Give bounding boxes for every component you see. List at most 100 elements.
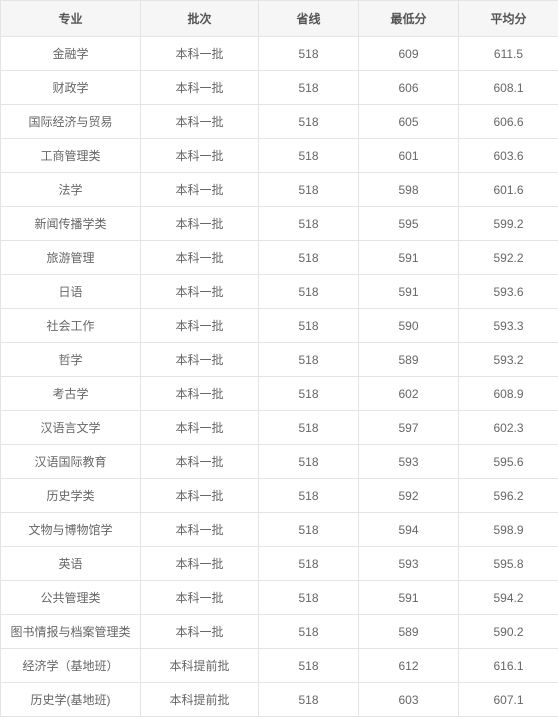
table-cell: 法学 — [1, 173, 141, 207]
table-cell: 591 — [359, 241, 459, 275]
table-cell: 616.1 — [459, 649, 558, 683]
table-cell: 本科一批 — [141, 275, 259, 309]
table-cell: 本科一批 — [141, 547, 259, 581]
table-cell: 本科一批 — [141, 615, 259, 649]
table-cell: 社会工作 — [1, 309, 141, 343]
table-cell: 593 — [359, 547, 459, 581]
table-cell: 旅游管理 — [1, 241, 141, 275]
table-row: 汉语言文学本科一批518597602.3 — [1, 411, 558, 445]
table-cell: 603 — [359, 683, 459, 717]
table-cell: 597 — [359, 411, 459, 445]
table-cell: 本科一批 — [141, 105, 259, 139]
table-cell: 602.3 — [459, 411, 558, 445]
table-row: 经济学（基地班）本科提前批518612616.1 — [1, 649, 558, 683]
table-cell: 本科一批 — [141, 445, 259, 479]
table-cell: 612 — [359, 649, 459, 683]
table-cell: 518 — [259, 275, 359, 309]
table-cell: 本科一批 — [141, 377, 259, 411]
table-row: 汉语国际教育本科一批518593595.6 — [1, 445, 558, 479]
table-cell: 日语 — [1, 275, 141, 309]
table-cell: 601.6 — [459, 173, 558, 207]
table-cell: 611.5 — [459, 37, 558, 71]
table-cell: 590.2 — [459, 615, 558, 649]
table-cell: 518 — [259, 513, 359, 547]
table-cell: 518 — [259, 479, 359, 513]
table-cell: 本科提前批 — [141, 683, 259, 717]
table-cell: 新闻传播学类 — [1, 207, 141, 241]
table-cell: 财政学 — [1, 71, 141, 105]
table-cell: 本科一批 — [141, 241, 259, 275]
table-cell: 593.6 — [459, 275, 558, 309]
table-cell: 518 — [259, 71, 359, 105]
table-cell: 518 — [259, 37, 359, 71]
table-row: 历史学(基地班)本科提前批518603607.1 — [1, 683, 558, 717]
table-cell: 518 — [259, 615, 359, 649]
table-row: 社会工作本科一批518590593.3 — [1, 309, 558, 343]
table-cell: 历史学类 — [1, 479, 141, 513]
table-cell: 历史学(基地班) — [1, 683, 141, 717]
table-row: 新闻传播学类本科一批518595599.2 — [1, 207, 558, 241]
table-cell: 哲学 — [1, 343, 141, 377]
table-cell: 592 — [359, 479, 459, 513]
table-cell: 589 — [359, 615, 459, 649]
table-cell: 603.6 — [459, 139, 558, 173]
col-batch: 批次 — [141, 1, 259, 37]
table-cell: 591 — [359, 275, 459, 309]
table-row: 日语本科一批518591593.6 — [1, 275, 558, 309]
table-cell: 国际经济与贸易 — [1, 105, 141, 139]
table-cell: 518 — [259, 649, 359, 683]
table-cell: 518 — [259, 139, 359, 173]
table-cell: 518 — [259, 581, 359, 615]
table-cell: 英语 — [1, 547, 141, 581]
table-cell: 518 — [259, 411, 359, 445]
table-cell: 608.1 — [459, 71, 558, 105]
table-cell: 595 — [359, 207, 459, 241]
col-major: 专业 — [1, 1, 141, 37]
table-cell: 518 — [259, 683, 359, 717]
table-cell: 608.9 — [459, 377, 558, 411]
table-row: 图书情报与档案管理类本科一批518589590.2 — [1, 615, 558, 649]
table-row: 历史学类本科一批518592596.2 — [1, 479, 558, 513]
table-cell: 518 — [259, 309, 359, 343]
table-row: 法学本科一批518598601.6 — [1, 173, 558, 207]
table-cell: 考古学 — [1, 377, 141, 411]
table-cell: 图书情报与档案管理类 — [1, 615, 141, 649]
table-cell: 本科提前批 — [141, 649, 259, 683]
table-cell: 605 — [359, 105, 459, 139]
table-cell: 工商管理类 — [1, 139, 141, 173]
table-row: 英语本科一批518593595.8 — [1, 547, 558, 581]
table-row: 文物与博物馆学本科一批518594598.9 — [1, 513, 558, 547]
table-row: 工商管理类本科一批518601603.6 — [1, 139, 558, 173]
table-cell: 607.1 — [459, 683, 558, 717]
table-row: 金融学本科一批518609611.5 — [1, 37, 558, 71]
table-cell: 598 — [359, 173, 459, 207]
col-min-score: 最低分 — [359, 1, 459, 37]
table-row: 国际经济与贸易本科一批518605606.6 — [1, 105, 558, 139]
table-cell: 609 — [359, 37, 459, 71]
table-cell: 汉语国际教育 — [1, 445, 141, 479]
table-body: 金融学本科一批518609611.5财政学本科一批518606608.1国际经济… — [1, 37, 558, 717]
scores-table: 专业 批次 省线 最低分 平均分 金融学本科一批518609611.5财政学本科… — [0, 0, 558, 717]
table-cell: 595.8 — [459, 547, 558, 581]
table-row: 公共管理类本科一批518591594.2 — [1, 581, 558, 615]
table-cell: 590 — [359, 309, 459, 343]
table-cell: 本科一批 — [141, 207, 259, 241]
table-row: 哲学本科一批518589593.2 — [1, 343, 558, 377]
table-cell: 598.9 — [459, 513, 558, 547]
table-cell: 本科一批 — [141, 411, 259, 445]
table-cell: 518 — [259, 377, 359, 411]
table-cell: 518 — [259, 445, 359, 479]
table-cell: 518 — [259, 207, 359, 241]
table-cell: 589 — [359, 343, 459, 377]
table-cell: 经济学（基地班） — [1, 649, 141, 683]
table-cell: 592.2 — [459, 241, 558, 275]
table-cell: 602 — [359, 377, 459, 411]
table-cell: 601 — [359, 139, 459, 173]
table-cell: 本科一批 — [141, 343, 259, 377]
table-cell: 593 — [359, 445, 459, 479]
table-cell: 本科一批 — [141, 37, 259, 71]
table-cell: 599.2 — [459, 207, 558, 241]
table-cell: 594.2 — [459, 581, 558, 615]
table-cell: 本科一批 — [141, 173, 259, 207]
table-cell: 595.6 — [459, 445, 558, 479]
